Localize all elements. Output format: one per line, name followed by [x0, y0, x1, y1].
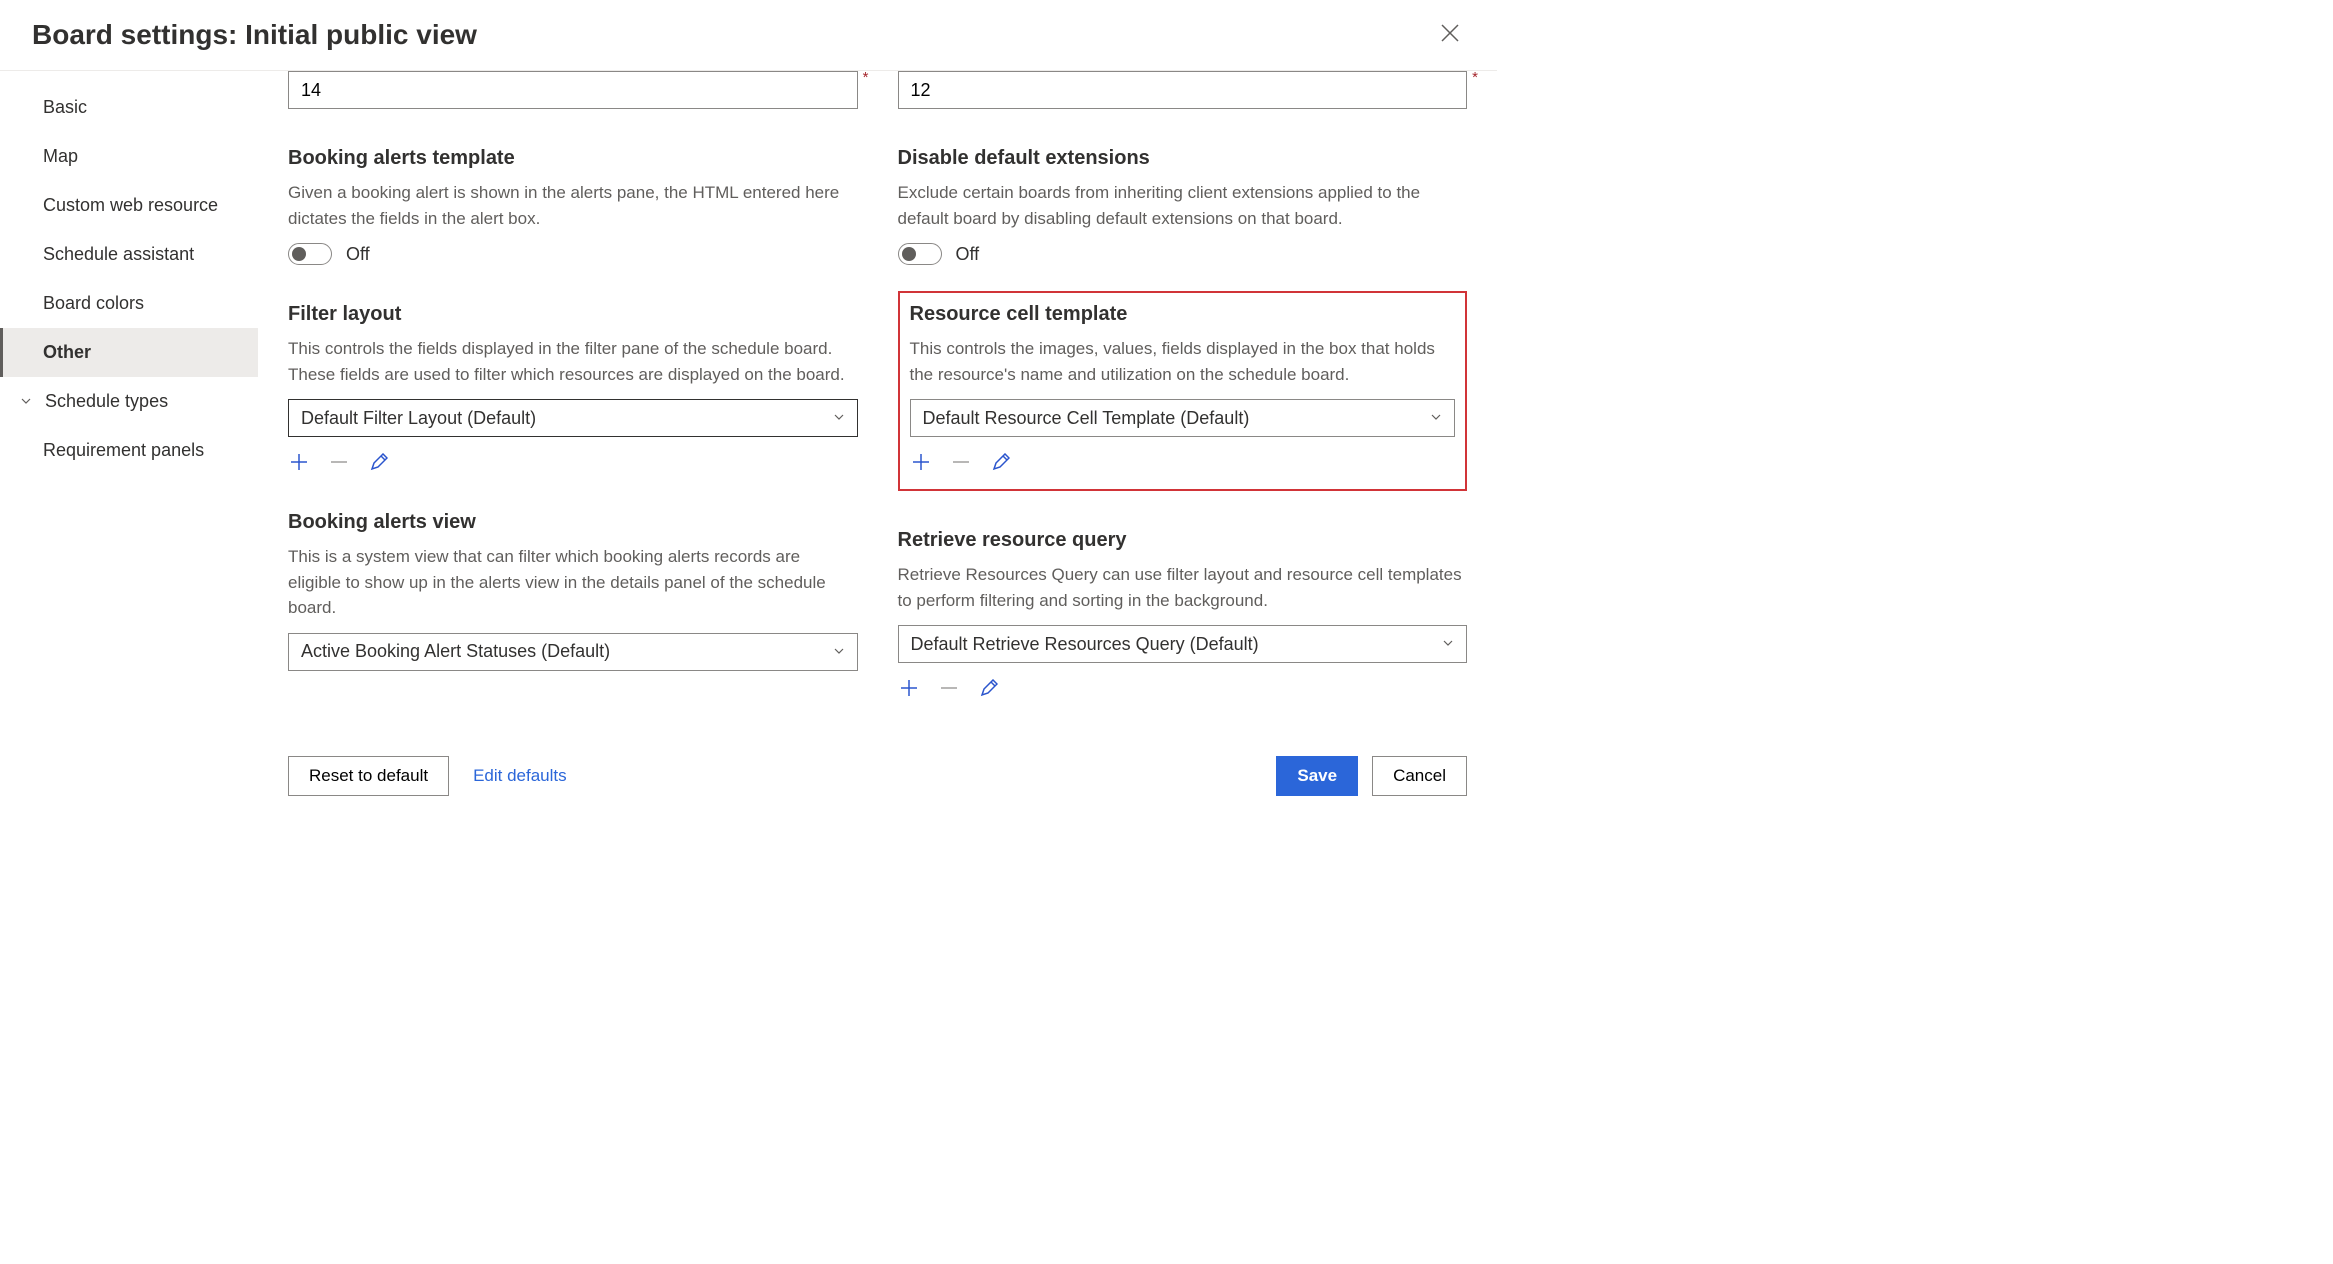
booking-alerts-template-toggle[interactable] [288, 243, 332, 265]
remove-button[interactable] [950, 451, 972, 473]
section-desc: This is a system view that can filter wh… [288, 544, 858, 621]
section-title-retrieve-resource-query: Retrieve resource query [898, 529, 1468, 552]
dropdown-value: Default Retrieve Resources Query (Defaul… [911, 634, 1259, 655]
sidebar: Basic Map Custom web resource Schedule a… [0, 71, 258, 814]
section-desc: Retrieve Resources Query can use filter … [898, 562, 1468, 613]
minus-icon [940, 679, 958, 697]
pencil-icon [992, 453, 1010, 471]
add-button[interactable] [910, 451, 932, 473]
resource-cell-template-dropdown[interactable]: Default Resource Cell Template (Default) [910, 399, 1456, 437]
edit-defaults-link[interactable]: Edit defaults [473, 766, 567, 786]
left-number-input[interactable] [288, 71, 858, 109]
booking-alerts-view-dropdown[interactable]: Active Booking Alert Statuses (Default) [288, 633, 858, 671]
chevron-down-icon [1442, 636, 1454, 652]
sidebar-item-label: Basic [43, 97, 87, 118]
sidebar-item-basic[interactable]: Basic [0, 83, 258, 132]
sidebar-item-requirement-panels[interactable]: Requirement panels [0, 426, 258, 475]
section-title-filter-layout: Filter layout [288, 303, 858, 326]
dropdown-value: Active Booking Alert Statuses (Default) [301, 641, 610, 662]
section-desc: This controls the fields displayed in th… [288, 336, 858, 387]
sidebar-item-label: Requirement panels [43, 440, 204, 461]
sidebar-item-schedule-types[interactable]: Schedule types [0, 377, 258, 426]
sidebar-item-board-colors[interactable]: Board colors [0, 279, 258, 328]
sidebar-item-label: Custom web resource [43, 195, 218, 216]
retrieve-resource-query-dropdown[interactable]: Default Retrieve Resources Query (Defaul… [898, 625, 1468, 663]
section-title-booking-alerts-view: Booking alerts view [288, 511, 858, 534]
close-button[interactable] [1435, 18, 1465, 52]
sidebar-item-label: Schedule types [45, 391, 168, 412]
edit-button[interactable] [368, 451, 390, 473]
sidebar-item-label: Board colors [43, 293, 144, 314]
plus-icon [290, 453, 308, 471]
reset-to-default-button[interactable]: Reset to default [288, 756, 449, 796]
minus-icon [952, 453, 970, 471]
chevron-down-icon [833, 410, 845, 426]
required-indicator: * [1472, 71, 1478, 86]
right-number-input[interactable] [898, 71, 1468, 109]
plus-icon [900, 679, 918, 697]
page-title: Board settings: Initial public view [32, 19, 477, 51]
toggle-label: Off [956, 244, 980, 265]
section-title-resource-cell-template: Resource cell template [910, 303, 1456, 326]
sidebar-item-label: Schedule assistant [43, 244, 194, 265]
plus-icon [912, 453, 930, 471]
section-desc: Given a booking alert is shown in the al… [288, 180, 858, 231]
filter-layout-dropdown[interactable]: Default Filter Layout (Default) [288, 399, 858, 437]
disable-default-extensions-toggle[interactable] [898, 243, 942, 265]
edit-button[interactable] [978, 677, 1000, 699]
sidebar-item-custom-web-resource[interactable]: Custom web resource [0, 181, 258, 230]
sidebar-item-map[interactable]: Map [0, 132, 258, 181]
cancel-button[interactable]: Cancel [1372, 756, 1467, 796]
sidebar-item-label: Other [43, 342, 91, 363]
sidebar-item-schedule-assistant[interactable]: Schedule assistant [0, 230, 258, 279]
chevron-down-icon [1430, 410, 1442, 426]
dropdown-value: Default Filter Layout (Default) [301, 408, 536, 429]
add-button[interactable] [898, 677, 920, 699]
sidebar-item-other[interactable]: Other [0, 328, 258, 377]
dropdown-value: Default Resource Cell Template (Default) [923, 408, 1250, 429]
save-button[interactable]: Save [1276, 756, 1358, 796]
close-icon [1441, 24, 1459, 42]
edit-button[interactable] [990, 451, 1012, 473]
resource-cell-template-highlight: Resource cell template This controls the… [898, 291, 1468, 491]
remove-button[interactable] [328, 451, 350, 473]
pencil-icon [370, 453, 388, 471]
sidebar-item-label: Map [43, 146, 78, 167]
minus-icon [330, 453, 348, 471]
chevron-down-icon [17, 394, 35, 410]
required-indicator: * [863, 71, 869, 86]
section-desc: This controls the images, values, fields… [910, 336, 1456, 387]
chevron-down-icon [833, 644, 845, 660]
add-button[interactable] [288, 451, 310, 473]
toggle-label: Off [346, 244, 370, 265]
section-title-booking-alerts-template: Booking alerts template [288, 147, 858, 170]
section-desc: Exclude certain boards from inheriting c… [898, 180, 1468, 231]
section-title-disable-default-extensions: Disable default extensions [898, 147, 1468, 170]
pencil-icon [980, 679, 998, 697]
remove-button[interactable] [938, 677, 960, 699]
